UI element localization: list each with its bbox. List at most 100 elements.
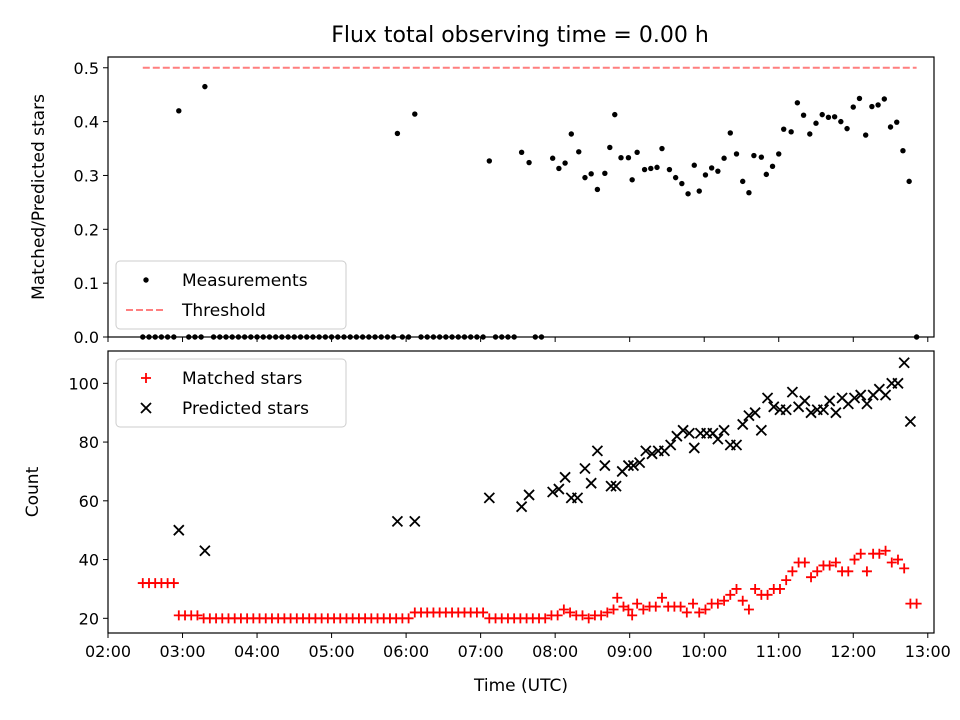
measurement-point (384, 334, 391, 340)
matched-stars-point (650, 601, 661, 612)
measurement-point (582, 174, 588, 181)
measurement-point (862, 132, 869, 138)
measurement-point (906, 178, 912, 185)
measurement-point (794, 100, 801, 106)
matched-stars-point (558, 604, 569, 615)
predicted-stars-point (571, 492, 584, 504)
measurement-point (602, 170, 608, 177)
measurement-point (291, 334, 298, 340)
measurement-point (158, 334, 165, 340)
y-tick-label: 0.5 (74, 59, 99, 78)
measurement-point (751, 152, 757, 159)
measurement-point (394, 130, 401, 137)
y-tick-label: 20 (79, 609, 99, 628)
measurement-point (171, 334, 177, 340)
predicted-stars-point (904, 415, 917, 428)
ratio-panel: 0.0 0.1 0.2 0.3 0.4 0.5 Matched/Predicted star… (29, 56, 935, 347)
measurement-point (202, 83, 208, 90)
measurement-point (186, 334, 192, 340)
matched-stars-point (743, 604, 754, 615)
x-tick-label: 03:00 (159, 642, 205, 661)
y-tick-label: 0.4 (74, 113, 99, 132)
matched-stars-point (750, 583, 761, 594)
predicted-stars-point (610, 480, 622, 492)
y-tick-label: 100 (68, 374, 99, 393)
legend-box (115, 358, 347, 428)
measurement-point (176, 108, 182, 114)
predicted-stars-point (599, 459, 611, 472)
predicted-stars-point (743, 409, 755, 422)
predicted-stars-point (737, 418, 749, 431)
measurement-point (900, 147, 906, 154)
predicted-stars-point (646, 448, 658, 460)
x-tick-label: 02:00 (85, 642, 131, 661)
measurement-point (235, 334, 242, 340)
measurement-point (480, 334, 486, 340)
predicted-stars-point (622, 459, 635, 472)
legend-matched-swatch (141, 373, 151, 383)
legend: Measurements Threshold (115, 260, 347, 330)
measurement-point (685, 191, 691, 197)
matched-stars-point (583, 613, 594, 624)
measurement-point (430, 334, 437, 340)
measurement-point (721, 155, 727, 161)
x-tick-label: 05:00 (309, 642, 355, 661)
measurement-point (353, 334, 360, 340)
predicted-stars-point (768, 401, 780, 413)
measurement-point (641, 166, 648, 173)
predicted-stars-point (591, 445, 604, 457)
matched-stars-point (540, 613, 551, 624)
matched-stars-point (627, 610, 638, 621)
measurement-point (310, 334, 316, 340)
measurement-point (788, 129, 794, 135)
measurement-point (198, 334, 204, 340)
measurement-point (594, 186, 601, 193)
matched-stars-point (712, 598, 723, 609)
matched-stars-point (849, 554, 860, 565)
measurement-point (359, 334, 366, 340)
predicted-stars-point (515, 501, 528, 513)
measurement-point (746, 189, 752, 196)
x-tick-label: 04:00 (234, 642, 280, 661)
series-predicted-stars (173, 357, 917, 557)
matched-stars-point (855, 548, 866, 559)
predicted-stars-point (830, 407, 842, 419)
measurement-point (164, 334, 171, 340)
measurement-point (322, 334, 329, 340)
predicted-stars-point (879, 389, 892, 401)
measurement-point (758, 154, 765, 160)
matched-stars-point (719, 595, 730, 606)
y-tick-label: 0.2 (74, 220, 99, 239)
y-tick-label: 40 (79, 551, 99, 570)
measurement-point (807, 131, 813, 137)
measurement-point (913, 334, 920, 340)
measurement-point (474, 334, 480, 340)
matched-stars-point (565, 607, 576, 618)
matched-stars-point (596, 610, 607, 621)
measurement-point (648, 165, 654, 172)
measurement-point (856, 95, 863, 102)
predicted-stars-point (780, 404, 792, 416)
measurement-point (254, 334, 260, 340)
y-tick-label: 0.1 (74, 274, 99, 293)
matched-stars-point (737, 595, 748, 606)
measurement-point (850, 104, 856, 110)
measurement-point (781, 126, 787, 132)
measurement-point (838, 118, 844, 125)
matched-stars-point (608, 604, 619, 615)
measurement-point (140, 334, 146, 340)
predicted-stars-point (730, 439, 743, 451)
legend-measurement-swatch (143, 277, 149, 283)
legend-label: Threshold (181, 301, 266, 321)
predicted-stars-point (483, 492, 495, 504)
measurement-point (486, 158, 493, 164)
matched-stars-point (577, 610, 588, 621)
measurement-point (511, 334, 517, 340)
predicted-stars-point (749, 407, 761, 419)
y-tick-label: 60 (79, 492, 99, 511)
measurement-point (241, 334, 248, 340)
measurement-point (776, 151, 782, 157)
matched-stars-point (656, 592, 667, 603)
measurement-point (894, 119, 900, 125)
measurement-point (372, 334, 378, 340)
